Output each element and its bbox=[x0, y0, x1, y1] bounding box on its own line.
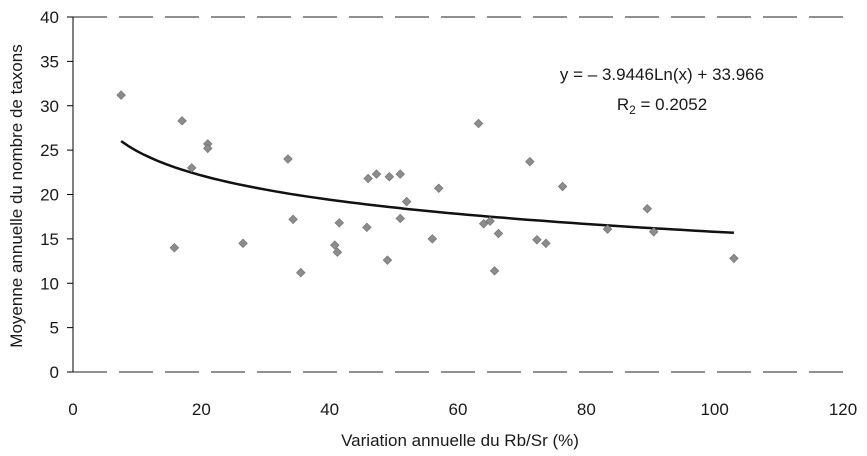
x-tick-label-20: 20 bbox=[192, 400, 211, 419]
data-point-10 bbox=[296, 267, 306, 278]
x-tick-label-60: 60 bbox=[449, 400, 468, 419]
x-axis-ticks: 0 20 40 60 80 100 120 bbox=[68, 400, 857, 419]
trendline bbox=[120, 140, 734, 235]
data-point-2 bbox=[169, 243, 180, 253]
trendline-equation: y = – 3.9446Ln(x) + 33.966 bbox=[560, 65, 764, 84]
y-tick-label-20: 20 bbox=[40, 186, 59, 205]
data-points bbox=[116, 90, 739, 278]
data-point-8 bbox=[283, 154, 293, 164]
y-axis-ticks: 0 5 10 15 20 25 30 35 40 bbox=[40, 8, 73, 382]
x-tick-label-40: 40 bbox=[320, 400, 339, 419]
r-squared-label: R2 = 0.2052 bbox=[617, 95, 707, 117]
data-point-32 bbox=[557, 181, 568, 192]
r-squared-subscript: 2 bbox=[629, 103, 636, 117]
data-point-3 bbox=[177, 116, 187, 126]
data-point-22 bbox=[427, 234, 438, 244]
data-point-17 bbox=[382, 255, 393, 265]
data-point-16 bbox=[362, 222, 372, 233]
data-point-25 bbox=[478, 219, 489, 229]
y-tick-label-15: 15 bbox=[40, 230, 59, 249]
y-tick-label-40: 40 bbox=[40, 8, 59, 27]
data-point-31 bbox=[541, 238, 551, 249]
data-point-26 bbox=[485, 216, 495, 226]
data-point-23 bbox=[434, 183, 444, 194]
data-point-33 bbox=[602, 224, 613, 234]
gridlines bbox=[73, 16, 843, 373]
data-point-7 bbox=[238, 238, 248, 249]
y-tick-label-5: 5 bbox=[50, 319, 59, 338]
y-tick-label-10: 10 bbox=[40, 274, 59, 293]
data-point-14 bbox=[363, 173, 373, 184]
data-point-9 bbox=[288, 214, 298, 225]
r-squared-value: = 0.2052 bbox=[636, 95, 707, 114]
data-point-29 bbox=[525, 156, 535, 167]
data-point-35 bbox=[648, 227, 659, 237]
y-tick-label-35: 35 bbox=[40, 52, 59, 71]
data-point-21 bbox=[401, 196, 412, 207]
data-point-4 bbox=[186, 163, 197, 173]
data-point-28 bbox=[493, 228, 504, 239]
data-point-19 bbox=[395, 169, 405, 179]
x-tick-label-80: 80 bbox=[577, 400, 596, 419]
data-point-6 bbox=[203, 143, 213, 154]
y-axis-title: Moyenne annuelle du nombre de taxons bbox=[7, 44, 26, 347]
data-point-20 bbox=[395, 213, 405, 224]
data-point-34 bbox=[642, 203, 653, 214]
data-point-27 bbox=[489, 266, 500, 276]
x-axis-title: Variation annuelle du Rb/Sr (%) bbox=[341, 431, 579, 450]
data-point-12 bbox=[332, 247, 343, 257]
data-point-11 bbox=[330, 240, 340, 250]
data-point-18 bbox=[384, 172, 395, 182]
x-tick-label-100: 100 bbox=[700, 400, 728, 419]
r-squared-symbol: R bbox=[617, 95, 629, 114]
data-point-30 bbox=[532, 235, 542, 245]
y-tick-label-30: 30 bbox=[40, 97, 59, 116]
data-point-36 bbox=[729, 253, 739, 264]
data-point-1 bbox=[116, 90, 126, 100]
x-tick-label-120: 120 bbox=[829, 400, 857, 419]
data-point-24 bbox=[473, 118, 484, 129]
data-point-15 bbox=[371, 169, 382, 179]
y-tick-label-25: 25 bbox=[40, 141, 59, 160]
x-tick-label-0: 0 bbox=[68, 400, 77, 419]
y-tick-label-0: 0 bbox=[50, 363, 59, 382]
data-point-13 bbox=[334, 218, 345, 228]
